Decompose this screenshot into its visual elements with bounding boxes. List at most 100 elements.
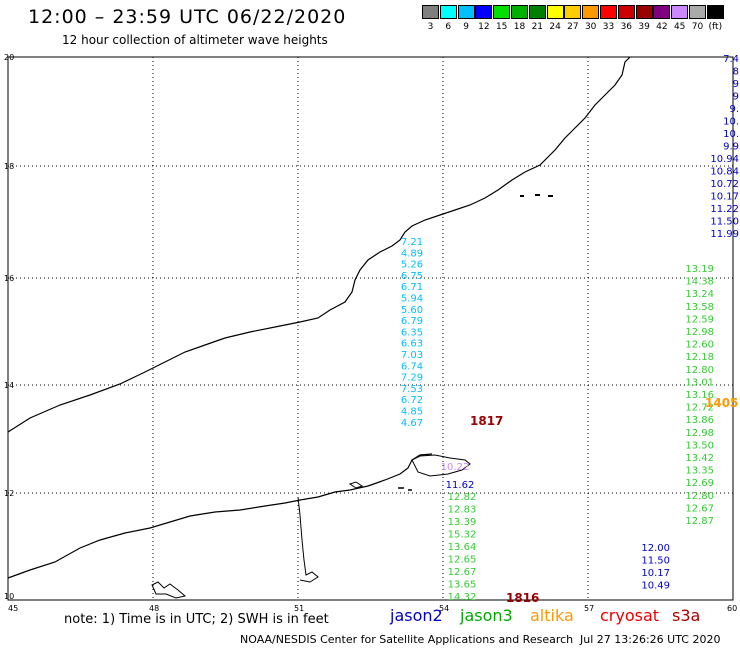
east-green-track-value: 12.67 — [685, 503, 714, 514]
east-blue-track-value: 11.50 — [710, 217, 739, 228]
east-green-track-value: 12.80 — [685, 491, 714, 502]
east-green-track-value: 14.38 — [685, 277, 714, 288]
coastline-inlet — [297, 496, 319, 583]
scale-label: 18 — [513, 22, 526, 32]
x-tick-label: 60 — [727, 604, 737, 613]
east-green-track-value: 13.42 — [685, 453, 714, 464]
scale-swatch — [653, 5, 671, 19]
east-blue-track-value: 11.22 — [710, 204, 739, 215]
jason3-track-value: 12.65 — [448, 555, 477, 566]
scale-swatch — [617, 5, 635, 19]
east-blue-track-value: 9 — [733, 92, 739, 103]
scale-swatch — [671, 5, 689, 19]
y-tick-label: 16 — [4, 274, 14, 283]
cyan-track-value: 6.35 — [401, 327, 423, 338]
cyan-track-value: 4.89 — [401, 248, 423, 259]
coastline-bay — [151, 581, 187, 599]
east-green-track-value: 12.80 — [685, 365, 714, 376]
scale-swatch — [546, 5, 564, 19]
scale-swatch — [582, 5, 600, 19]
east-blue-bottom-value: 10.49 — [641, 581, 670, 592]
scale-swatch — [564, 5, 582, 19]
scale-label: 21 — [531, 22, 544, 32]
footer-note: note: 1) Time is in UTC; 2) SWH is in fe… — [64, 612, 329, 627]
island — [348, 481, 364, 489]
island-purple-value: 10.22 — [441, 462, 470, 473]
cyan-track-value: 7.53 — [401, 384, 423, 395]
y-tick-label: 12 — [4, 489, 14, 498]
east-green-track-value: 13.24 — [685, 289, 714, 300]
map-subtitle: 12 hour collection of altimeter wave hei… — [62, 33, 328, 47]
island — [520, 194, 553, 197]
east-green-track-value: 12.18 — [685, 352, 714, 363]
east-green-track-value: 12.98 — [685, 327, 714, 338]
scale-swatch — [475, 5, 493, 19]
east-green-track-value: 12.60 — [685, 340, 714, 351]
map-frame — [7, 56, 734, 601]
scale-swatch — [689, 5, 706, 19]
jason3-track-value: 14.32 — [448, 592, 477, 603]
east-blue-track-value: 7.4 — [723, 54, 739, 65]
scale-label: 45 — [673, 22, 686, 32]
scale-swatch — [511, 5, 528, 19]
jason3-track-value: 12.82 — [448, 492, 477, 503]
east-green-track-value: 13.19 — [685, 264, 714, 275]
scale-label: 36 — [620, 22, 633, 32]
scale-label: 70 — [691, 22, 704, 32]
scale-swatch — [439, 5, 457, 19]
east-blue-track-value: 10.94 — [710, 154, 739, 165]
east-blue-bottom-value: 10.17 — [641, 568, 670, 579]
cyan-track-value: 7.21 — [401, 237, 423, 248]
scale-swatch — [706, 5, 724, 19]
x-tick-label: 45 — [8, 604, 18, 613]
scale-label: 24 — [549, 22, 561, 32]
east-blue-track-value: 9.9 — [723, 142, 739, 153]
east-blue-track-value: 9 — [733, 79, 739, 90]
y-tick-label: 20 — [4, 53, 14, 62]
cyan-track-value: 6.75 — [401, 271, 423, 282]
jason3-track-value: 13.64 — [448, 542, 477, 553]
east-green-track-value: 12.98 — [685, 428, 714, 439]
scale-swatch — [600, 5, 617, 19]
east-blue-track-value: 9. — [729, 104, 739, 115]
cyan-track-value: 4.85 — [401, 407, 423, 418]
credit-text: NOAA/NESDIS Center for Satellite Applica… — [240, 633, 574, 646]
socotra-island — [411, 454, 471, 477]
east-blue-track-value: 8 — [733, 67, 739, 78]
x-tick-label: 51 — [294, 604, 304, 613]
sat-label-altika: altika — [530, 606, 574, 625]
jason3-track-value: 13.39 — [448, 517, 477, 528]
time-marker-1816: 1816 — [506, 591, 539, 605]
cyan-track-value: 7.29 — [401, 373, 423, 384]
scale-label: 3 — [427, 22, 434, 32]
cyan-track-value: 7.03 — [401, 350, 423, 361]
east-green-track-value: 12.87 — [685, 516, 714, 527]
scale-swatch — [457, 5, 475, 19]
east-green-track-value: 13.35 — [685, 466, 714, 477]
scale-swatch — [528, 5, 546, 19]
east-blue-track-value: 10.84 — [710, 167, 739, 178]
east-blue-track-value: 10. — [723, 129, 739, 140]
map-title: 12:00 – 23:59 UTC 06/22/2020 — [28, 6, 347, 28]
east-green-track-value: 13.01 — [685, 377, 714, 388]
east-green-track-value: 12.59 — [685, 314, 714, 325]
east-blue-track-value: 10.17 — [710, 192, 739, 203]
y-tick-label: 14 — [4, 381, 14, 390]
east-blue-track-value: 10. — [723, 117, 739, 128]
scale-label: 27 — [567, 22, 579, 32]
timestamp-text: Jul 27 13:26:26 UTC 2020 — [580, 633, 721, 646]
jason3-track-value: 12.67 — [448, 567, 477, 578]
cyan-track-value: 6.63 — [401, 339, 423, 350]
east-green-track-value: 12.72 — [685, 403, 714, 414]
x-tick-label: 48 — [149, 604, 159, 613]
scale-swatch — [493, 5, 511, 19]
east-blue-bottom-value: 11.50 — [641, 556, 670, 567]
jason3-track-value: 15.32 — [448, 530, 477, 541]
jason3-track-value: 12.83 — [448, 505, 477, 516]
cyan-track-value: 6.72 — [401, 395, 423, 406]
y-tick-label: 18 — [4, 162, 14, 171]
time-marker-1405: 1405 — [705, 396, 738, 410]
scale-label: 30 — [584, 22, 597, 32]
cyan-track-value: 5.60 — [401, 305, 423, 316]
